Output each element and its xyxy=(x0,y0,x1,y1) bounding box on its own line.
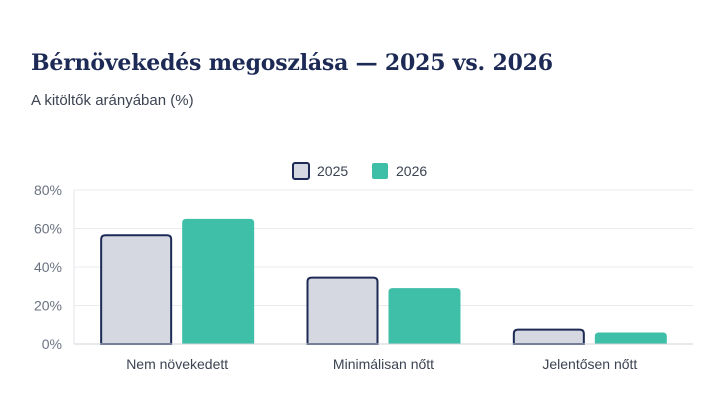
legend-swatch-2025 xyxy=(292,162,310,180)
y-tick-label: 60% xyxy=(34,221,62,237)
grid xyxy=(74,189,693,306)
bar-2026-1 xyxy=(388,288,461,344)
bars xyxy=(100,218,667,345)
chart-subtitle: A kitöltők arányában (%) xyxy=(31,92,194,109)
y-tick-label: 80% xyxy=(34,182,62,198)
bar-2025-2 xyxy=(512,328,585,345)
legend-swatch-2026 xyxy=(372,163,388,179)
x-tick-label: Nem növekedett xyxy=(126,356,228,372)
legend: 2025 2026 xyxy=(292,162,427,180)
bar-2026-0 xyxy=(182,218,255,344)
bar-2026-2 xyxy=(594,332,667,344)
legend-label-2026: 2026 xyxy=(396,163,427,179)
x-axis: Nem növekedett Minimálisan nőtt Jelentősen… xyxy=(74,343,693,372)
legend-label-2025: 2025 xyxy=(317,163,348,179)
x-tick-label: Minimálisan nőtt xyxy=(333,356,434,372)
bar-2025-1 xyxy=(306,276,379,345)
bar-2025-0 xyxy=(100,234,173,345)
y-tick-label: 40% xyxy=(34,259,62,275)
x-tick-label: Jelentősen nőtt xyxy=(542,356,637,372)
y-axis: 0% 20% 40% 60% 80% xyxy=(34,182,75,352)
chart-title: Bérnövekedés megoszlása — 2025 vs. 2026 xyxy=(31,50,553,76)
y-tick-label: 20% xyxy=(34,298,62,314)
y-tick-label: 0% xyxy=(42,336,62,352)
